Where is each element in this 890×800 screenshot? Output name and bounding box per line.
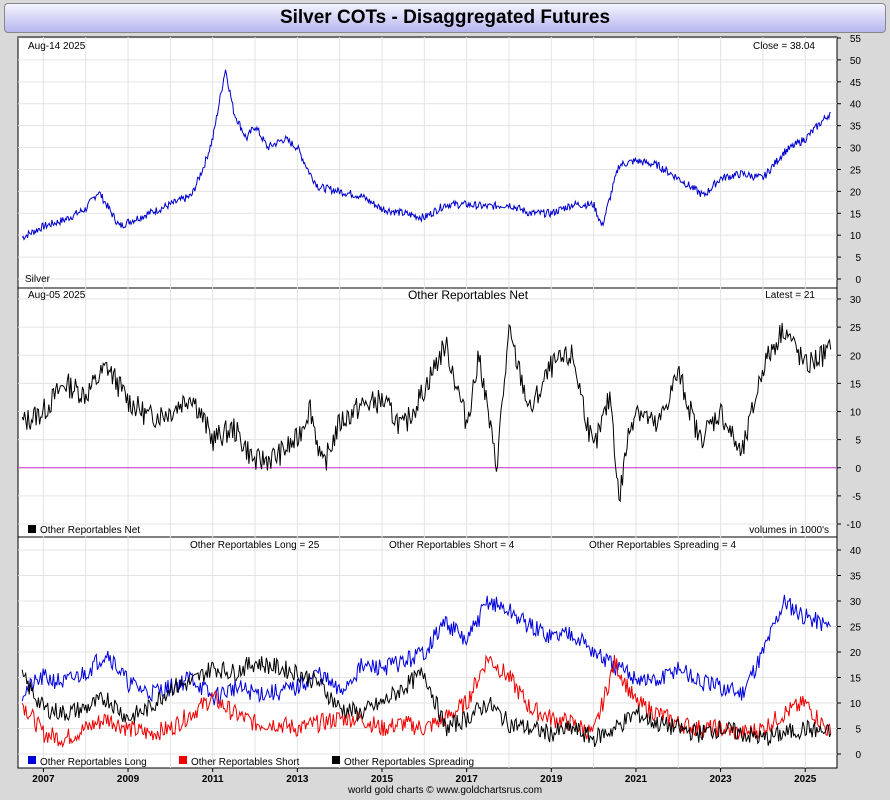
short-latest-label: Other Reportables Short = 4 <box>389 540 515 551</box>
y-tick-label: 5 <box>855 436 861 447</box>
price-panel <box>17 36 838 289</box>
y-tick-label: 35 <box>850 572 862 583</box>
y-tick-label: 5 <box>855 725 861 736</box>
y-tick-label: 20 <box>850 351 862 362</box>
x-tick-label: 2025 <box>794 774 817 785</box>
price-series-label: Silver <box>25 274 51 285</box>
net-legend-label: Other Reportables Net <box>40 525 140 536</box>
y-tick-label: 20 <box>850 648 862 659</box>
net-latest-label: Latest = 21 <box>765 290 815 301</box>
x-tick-label: 2011 <box>202 774 224 785</box>
y-tick-label: 20 <box>850 187 862 198</box>
x-tick-label: 2013 <box>286 774 309 785</box>
x-tick-label: 2023 <box>709 774 732 785</box>
x-tick-label: 2015 <box>371 774 394 785</box>
y-tick-label: 25 <box>850 323 862 334</box>
long-legend-swatch <box>28 756 36 764</box>
x-tick-label: 2019 <box>540 774 563 785</box>
y-tick-label: -5 <box>852 492 861 503</box>
price-latest-label: Close = 38.04 <box>753 41 815 52</box>
y-tick-label: 0 <box>855 275 861 286</box>
net-date-label: Aug-05 2025 <box>28 290 86 301</box>
y-tick-label: 15 <box>850 209 862 220</box>
price-date-label: Aug-14 2025 <box>28 41 86 52</box>
x-tick-label: 2017 <box>456 774 479 785</box>
spreading-legend-swatch <box>332 756 340 764</box>
y-tick-label: 40 <box>850 546 862 557</box>
y-tick-label: 15 <box>850 674 862 685</box>
short-legend-swatch <box>179 756 187 764</box>
y-tick-label: -10 <box>847 520 862 531</box>
y-tick-label: 25 <box>850 165 862 176</box>
y-tick-label: 35 <box>850 122 862 133</box>
y-tick-label: 25 <box>850 623 862 634</box>
x-tick-label: 2007 <box>32 774 55 785</box>
spreading-latest-label: Other Reportables Spreading = 4 <box>589 540 736 551</box>
net-units-label: volumes in 1000's <box>749 525 829 536</box>
y-tick-label: 10 <box>850 699 862 710</box>
silver-price-line <box>21 69 831 241</box>
y-tick-label: 40 <box>850 100 862 111</box>
y-tick-label: 30 <box>850 144 862 155</box>
x-tick-label: 2009 <box>117 774 140 785</box>
short-legend-label: Other Reportables Short <box>191 757 300 768</box>
y-tick-label: 10 <box>850 231 862 242</box>
spreading-legend-label: Other Reportables Spreading <box>344 757 474 768</box>
y-tick-label: 5 <box>855 253 861 264</box>
spreading-series-line <box>21 656 832 748</box>
net-panel <box>17 287 838 538</box>
long-legend-label: Other Reportables Long <box>40 757 147 768</box>
y-tick-label: 45 <box>850 78 862 89</box>
footer-credit: world gold charts © www.goldchartsrus.co… <box>347 785 543 796</box>
long-latest-label: Other Reportables Long = 25 <box>190 540 320 551</box>
y-tick-label: 0 <box>855 464 861 475</box>
y-tick-label: 55 <box>850 34 862 45</box>
y-tick-label: 10 <box>850 408 862 419</box>
y-tick-label: 50 <box>850 56 862 67</box>
y-tick-label: 0 <box>855 750 861 761</box>
other-reportables-net-line <box>21 322 832 503</box>
y-tick-label: 30 <box>850 295 862 306</box>
net-heading: Other Reportables Net <box>408 288 529 302</box>
long-series-line <box>21 594 832 706</box>
x-tick-label: 2021 <box>625 774 648 785</box>
chart-title: Silver COTs - Disaggregated Futures <box>4 3 886 33</box>
y-tick-label: 30 <box>850 597 862 608</box>
y-tick-label: 15 <box>850 379 862 390</box>
net-legend-swatch <box>28 525 36 533</box>
